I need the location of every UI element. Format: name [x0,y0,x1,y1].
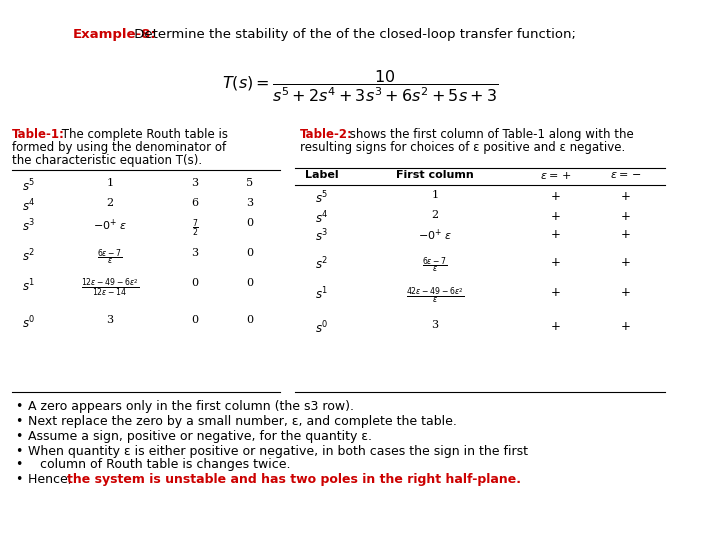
Text: $\frac{6\varepsilon-7}{\varepsilon}$: $\frac{6\varepsilon-7}{\varepsilon}$ [422,256,448,276]
Text: $\frac{12\varepsilon-49-6\varepsilon^2}{12\varepsilon-14}$: $\frac{12\varepsilon-49-6\varepsilon^2}{… [81,278,139,298]
Text: $s^5$: $s^5$ [315,190,328,207]
Text: 3: 3 [192,248,199,258]
Text: $s^2$: $s^2$ [22,248,35,265]
Text: the system is unstable and has two poles in the right half-plane.: the system is unstable and has two poles… [67,473,521,486]
Text: 2: 2 [107,198,114,208]
Text: +: + [551,190,561,203]
Text: column of Routh table is changes twice.: column of Routh table is changes twice. [28,458,290,471]
Text: •: • [15,415,22,428]
Text: Hence,: Hence, [28,473,76,486]
Text: $s^5$: $s^5$ [22,178,35,194]
Text: $s^4$: $s^4$ [22,198,35,214]
Text: $T(s)=\dfrac{10}{s^5+2s^4+3s^3+6s^2+5s+3}$: $T(s)=\dfrac{10}{s^5+2s^4+3s^3+6s^2+5s+3… [222,68,498,104]
Text: 0: 0 [246,218,253,228]
Text: $-0^{+}\ \varepsilon$: $-0^{+}\ \varepsilon$ [93,218,127,233]
Text: •: • [15,400,22,413]
Text: +: + [551,256,561,269]
Text: Label: Label [305,170,339,180]
Text: $s^3$: $s^3$ [22,218,35,234]
Text: $\varepsilon=-$: $\varepsilon=-$ [610,170,642,180]
Text: $s^0$: $s^0$ [315,320,328,336]
Text: Determine the stability of the of the closed-loop transfer function;: Determine the stability of the of the cl… [130,28,576,41]
Text: $\frac{6\varepsilon-7}{\varepsilon}$: $\frac{6\varepsilon-7}{\varepsilon}$ [97,248,123,268]
Text: 6: 6 [192,198,199,208]
Text: +: + [621,210,631,223]
Text: resulting signs for choices of ε positive and ε negative.: resulting signs for choices of ε positiv… [300,141,625,154]
Text: Table-1:: Table-1: [12,128,65,141]
Text: •: • [15,458,22,471]
Text: •: • [15,430,22,443]
Text: 1: 1 [107,178,114,188]
Text: $s^1$: $s^1$ [315,286,328,302]
Text: $\frac{7}{2}$: $\frac{7}{2}$ [192,218,199,239]
Text: Next replace the zero by a small number, ε, and complete the table.: Next replace the zero by a small number,… [28,415,457,428]
Text: $s^4$: $s^4$ [315,210,329,227]
Text: 3: 3 [431,320,438,330]
Text: $-0^{+}\ \varepsilon$: $-0^{+}\ \varepsilon$ [418,228,452,244]
Text: Assume a sign, positive or negative, for the quantity ε.: Assume a sign, positive or negative, for… [28,430,372,443]
Text: $\frac{42\varepsilon-49-6\varepsilon^2}{\varepsilon}$: $\frac{42\varepsilon-49-6\varepsilon^2}{… [406,286,464,305]
Text: First column: First column [396,170,474,180]
Text: $\varepsilon=+$: $\varepsilon=+$ [540,170,572,181]
Text: the characteristic equation T(s).: the characteristic equation T(s). [12,154,202,167]
Text: A zero appears only in the first column (the s3 row).: A zero appears only in the first column … [28,400,354,413]
Text: 3: 3 [192,178,199,188]
Text: +: + [551,286,561,299]
Text: 2: 2 [431,210,438,220]
Text: 5: 5 [246,178,253,188]
Text: When quantity ε is either positive or negative, in both cases the sign in the fi: When quantity ε is either positive or ne… [28,445,528,458]
Text: +: + [551,228,561,241]
Text: +: + [551,210,561,223]
Text: +: + [551,320,561,333]
Text: 3: 3 [107,315,114,325]
Text: +: + [621,190,631,203]
Text: 3: 3 [246,198,253,208]
Text: The complete Routh table is: The complete Routh table is [58,128,228,141]
Text: shows the first column of Table-1 along with the: shows the first column of Table-1 along … [346,128,634,141]
Text: 0: 0 [192,278,199,288]
Text: $s^2$: $s^2$ [315,256,328,273]
Text: 0: 0 [246,315,253,325]
Text: Example-8:: Example-8: [73,28,157,41]
Text: •: • [15,473,22,486]
Text: Table-2:: Table-2: [300,128,353,141]
Text: formed by using the denominator of: formed by using the denominator of [12,141,226,154]
Text: +: + [621,256,631,269]
Text: +: + [621,228,631,241]
Text: 0: 0 [246,278,253,288]
Text: 1: 1 [431,190,438,200]
Text: $s^3$: $s^3$ [315,228,328,245]
Text: +: + [621,286,631,299]
Text: $s^1$: $s^1$ [22,278,35,295]
Text: 0: 0 [246,248,253,258]
Text: +: + [621,320,631,333]
Text: 0: 0 [192,315,199,325]
Text: •: • [15,445,22,458]
Text: $s^0$: $s^0$ [22,315,35,332]
